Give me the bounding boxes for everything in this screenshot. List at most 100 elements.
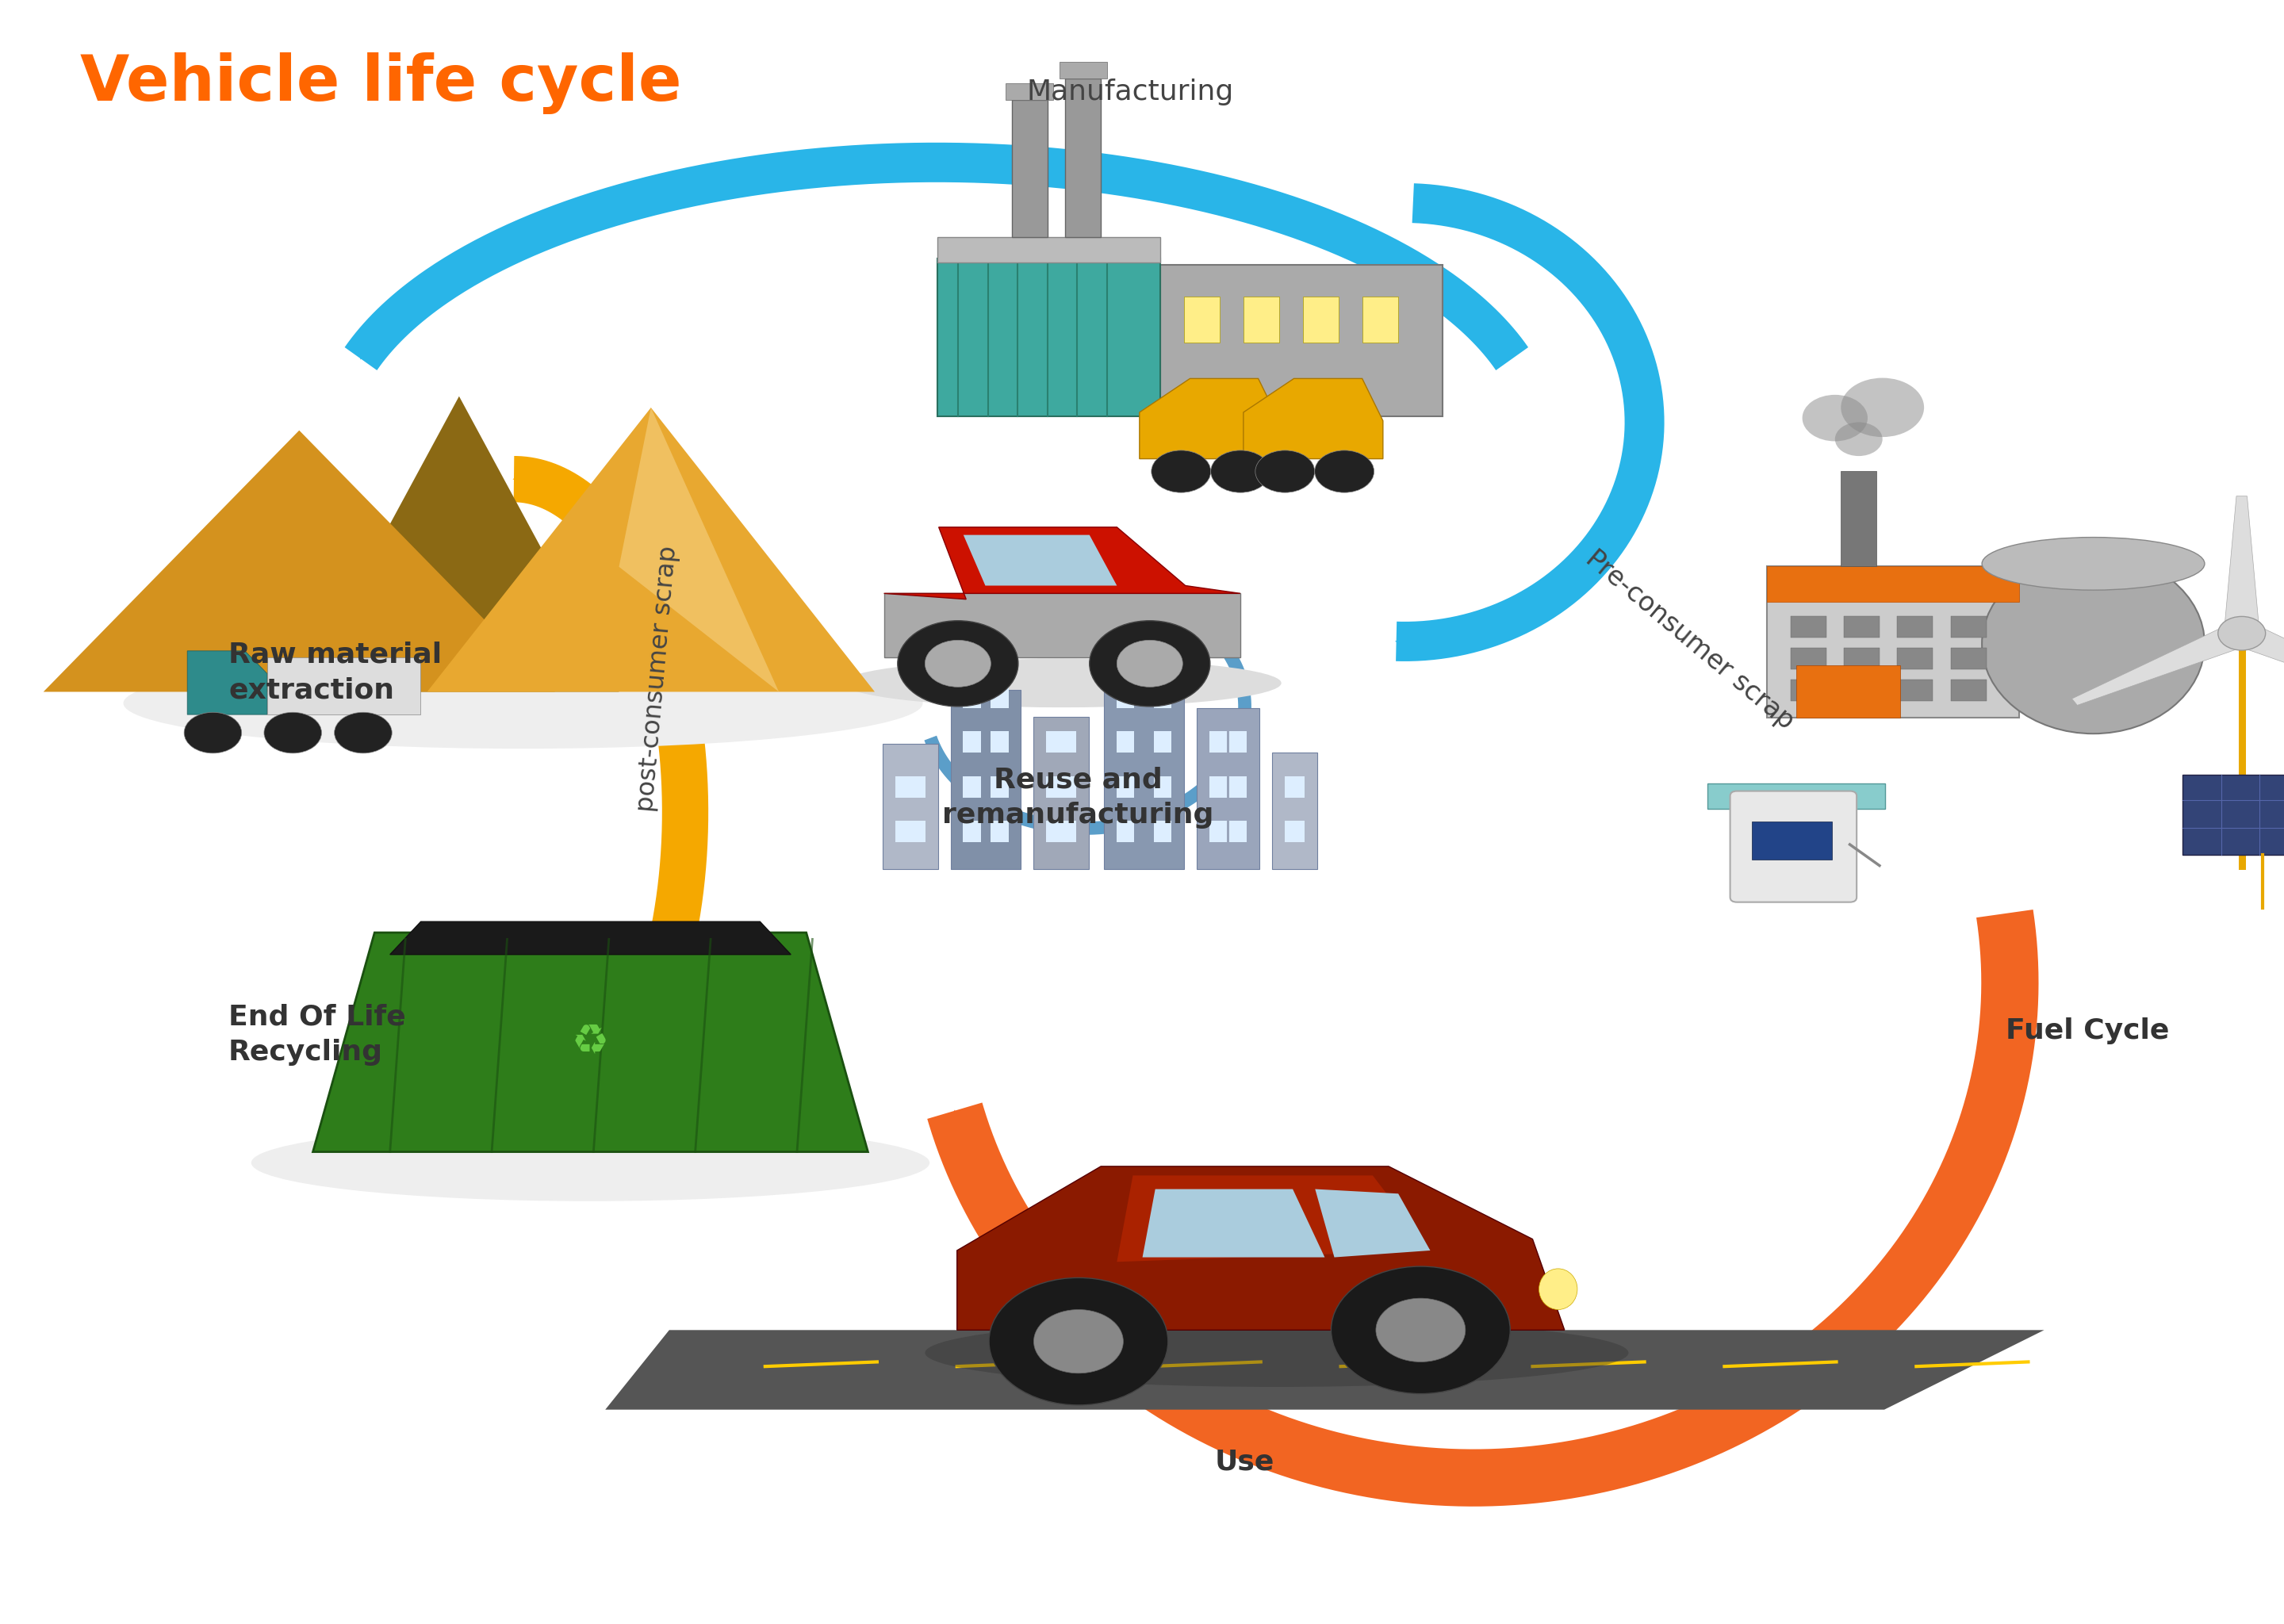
Text: Raw material
extraction: Raw material extraction (228, 641, 441, 703)
Ellipse shape (123, 658, 923, 749)
FancyBboxPatch shape (1843, 680, 1880, 702)
FancyBboxPatch shape (1211, 731, 1227, 754)
FancyBboxPatch shape (964, 776, 980, 797)
Text: Use: Use (1215, 1449, 1274, 1476)
FancyBboxPatch shape (909, 776, 925, 797)
Polygon shape (2234, 622, 2284, 705)
FancyBboxPatch shape (1057, 731, 1076, 754)
Ellipse shape (251, 1124, 930, 1202)
Ellipse shape (1539, 1268, 1578, 1309)
FancyBboxPatch shape (1183, 296, 1220, 343)
Polygon shape (964, 534, 1117, 586)
Text: Pre-consumer scrap: Pre-consumer scrap (1581, 546, 1800, 736)
FancyBboxPatch shape (1288, 776, 1304, 797)
Polygon shape (605, 1330, 2044, 1410)
FancyBboxPatch shape (1284, 776, 1302, 797)
FancyBboxPatch shape (1284, 820, 1302, 841)
Circle shape (1151, 450, 1211, 492)
FancyBboxPatch shape (1153, 776, 1172, 797)
FancyBboxPatch shape (1288, 820, 1304, 841)
FancyBboxPatch shape (1768, 565, 2019, 718)
FancyBboxPatch shape (1005, 83, 1053, 101)
Circle shape (1834, 422, 1882, 456)
FancyBboxPatch shape (991, 687, 1007, 708)
Circle shape (1375, 1298, 1466, 1363)
FancyBboxPatch shape (1242, 296, 1279, 343)
Text: post-consumer scrap: post-consumer scrap (635, 544, 681, 814)
Polygon shape (2072, 622, 2250, 705)
Polygon shape (2225, 495, 2259, 633)
FancyBboxPatch shape (1791, 617, 1825, 638)
FancyBboxPatch shape (1012, 101, 1048, 237)
Text: Manufacturing: Manufacturing (1028, 78, 1233, 106)
FancyBboxPatch shape (882, 744, 939, 869)
FancyBboxPatch shape (1843, 648, 1880, 669)
Ellipse shape (1983, 554, 2204, 734)
Circle shape (1035, 1309, 1124, 1374)
FancyBboxPatch shape (1706, 783, 1884, 809)
FancyBboxPatch shape (1057, 776, 1076, 797)
Circle shape (1256, 450, 1316, 492)
Circle shape (898, 620, 1019, 706)
Polygon shape (1316, 1189, 1430, 1257)
FancyBboxPatch shape (1046, 820, 1064, 841)
Circle shape (925, 640, 991, 687)
Polygon shape (884, 593, 1240, 658)
Polygon shape (1242, 378, 1382, 460)
Polygon shape (427, 408, 875, 692)
FancyBboxPatch shape (895, 820, 914, 841)
FancyBboxPatch shape (1046, 776, 1064, 797)
Circle shape (333, 713, 393, 754)
Polygon shape (187, 651, 267, 715)
FancyBboxPatch shape (1064, 78, 1101, 237)
Circle shape (1089, 620, 1211, 706)
FancyBboxPatch shape (909, 820, 925, 841)
FancyBboxPatch shape (1898, 617, 1932, 638)
Polygon shape (299, 396, 619, 692)
Polygon shape (391, 922, 790, 955)
Circle shape (1841, 378, 1923, 437)
FancyBboxPatch shape (1153, 687, 1172, 708)
FancyBboxPatch shape (895, 776, 914, 797)
Circle shape (2218, 617, 2266, 650)
FancyBboxPatch shape (964, 687, 980, 708)
FancyBboxPatch shape (991, 731, 1007, 754)
Circle shape (1802, 395, 1868, 442)
Circle shape (1316, 450, 1375, 492)
FancyBboxPatch shape (1153, 820, 1172, 841)
FancyBboxPatch shape (1211, 820, 1227, 841)
Circle shape (1332, 1267, 1510, 1393)
FancyBboxPatch shape (1272, 754, 1318, 869)
Polygon shape (619, 408, 779, 692)
Text: ♻: ♻ (571, 1021, 610, 1062)
FancyBboxPatch shape (964, 820, 980, 841)
FancyBboxPatch shape (1229, 776, 1247, 797)
Polygon shape (313, 932, 868, 1151)
FancyBboxPatch shape (267, 658, 420, 715)
Text: Vehicle life cycle: Vehicle life cycle (80, 52, 681, 114)
Polygon shape (43, 430, 555, 692)
FancyBboxPatch shape (939, 258, 1160, 417)
FancyBboxPatch shape (1795, 666, 1900, 718)
Polygon shape (1117, 1176, 1430, 1262)
FancyBboxPatch shape (950, 690, 1021, 869)
FancyBboxPatch shape (1951, 680, 1987, 702)
Ellipse shape (843, 659, 1281, 708)
FancyBboxPatch shape (1768, 565, 2019, 601)
FancyBboxPatch shape (1361, 296, 1398, 343)
FancyBboxPatch shape (1302, 296, 1338, 343)
FancyBboxPatch shape (1153, 731, 1172, 754)
FancyBboxPatch shape (1057, 820, 1076, 841)
FancyBboxPatch shape (1752, 822, 1832, 859)
FancyBboxPatch shape (1117, 687, 1135, 708)
FancyBboxPatch shape (991, 820, 1007, 841)
Polygon shape (957, 1166, 1565, 1330)
Polygon shape (1140, 378, 1279, 460)
FancyBboxPatch shape (1791, 680, 1825, 702)
Ellipse shape (925, 1319, 1628, 1387)
Ellipse shape (1983, 538, 2204, 590)
Text: End Of Life
Recycling: End Of Life Recycling (228, 1004, 407, 1065)
FancyBboxPatch shape (1032, 718, 1089, 869)
FancyBboxPatch shape (1229, 820, 1247, 841)
Circle shape (265, 713, 322, 754)
